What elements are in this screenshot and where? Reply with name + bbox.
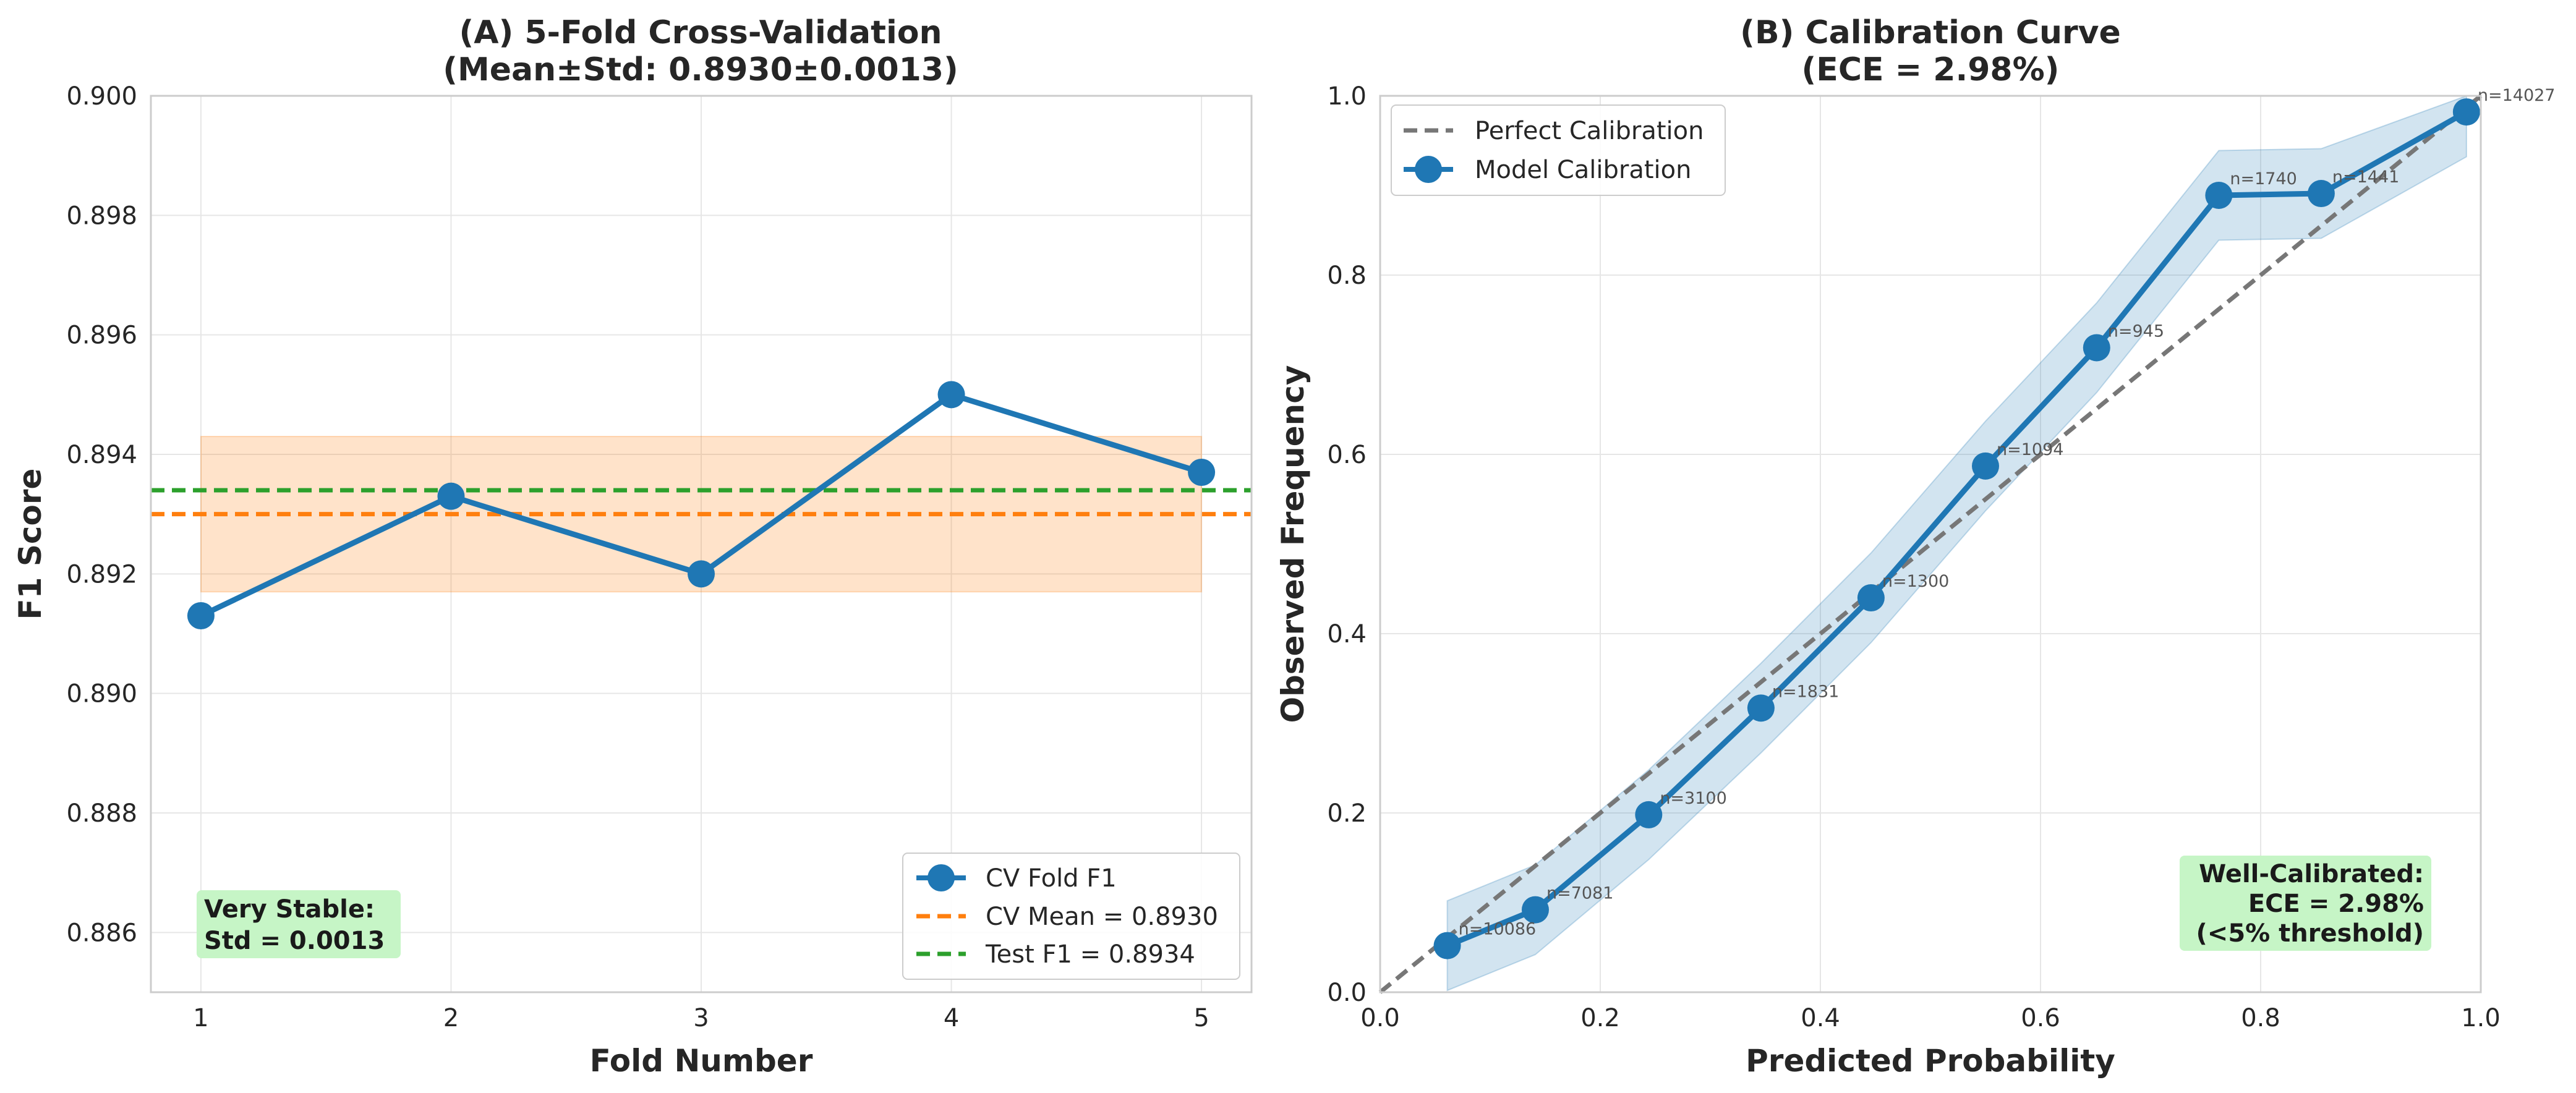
panel-b-frame bbox=[1379, 95, 2482, 993]
b-x-tick-label-1: 0.2 bbox=[1580, 1004, 1620, 1032]
cv-fold-point-2 bbox=[437, 482, 465, 510]
panel-b-note-line3: (<5% threshold) bbox=[2196, 919, 2424, 948]
panel-a-note-line1: Very Stable: bbox=[204, 895, 375, 924]
model-calibration-line bbox=[1446, 109, 2468, 948]
b-x-tick-label-2: 0.4 bbox=[1801, 1004, 1840, 1032]
panel-a-series bbox=[187, 381, 1216, 629]
panel-a-title-line2: (Mean±Std: 0.8930±0.0013) bbox=[443, 51, 958, 88]
a-x-tick-label-4: 5 bbox=[1193, 1004, 1209, 1032]
panel-b: (B) Calibration Curve (ECE = 2.98%) n=10… bbox=[1275, 14, 2556, 1079]
panel-a-x-ticks: 1 2 3 4 5 bbox=[193, 1004, 1209, 1032]
panel-a-x-label: Fold Number bbox=[590, 1043, 813, 1079]
legend-cv-fold-marker bbox=[928, 864, 955, 891]
legend-test-f1-label: Test F1 = 0.8934 bbox=[985, 940, 1195, 969]
panel-b-note-line2: ECE = 2.98% bbox=[2248, 890, 2424, 918]
panel-a-note-line2: Std = 0.0013 bbox=[204, 927, 385, 955]
model-calibration-point-2 bbox=[1521, 896, 1549, 924]
b-x-tick-label-5: 1.0 bbox=[2461, 1004, 2501, 1032]
a-y-tick-label-7: 0.900 bbox=[66, 82, 137, 111]
panel-b-legend-box bbox=[1391, 104, 1726, 196]
panel-a-reference-lines bbox=[151, 488, 1252, 517]
panel-b-x-label: Predicted Probability bbox=[1746, 1043, 2115, 1079]
model-calibration-point-10 bbox=[2452, 98, 2480, 126]
panel-b-y-label: Observed Frequency bbox=[1275, 365, 1311, 723]
panel-a-note-box bbox=[197, 890, 401, 958]
panel-b-legend: Perfect Calibration Model Calibration bbox=[1391, 104, 1726, 196]
panel-b-title-line1: (B) Calibration Curve bbox=[1740, 14, 2121, 51]
cv-fold-point-3 bbox=[688, 560, 715, 588]
panel-a: (A) 5-Fold Cross-Validation (Mean±Std: 0… bbox=[12, 14, 1253, 1079]
b-y-tick-label-0: 0.0 bbox=[1327, 979, 1367, 1007]
cv-fold-point-1 bbox=[187, 602, 215, 629]
perfect-calibration-line bbox=[1378, 94, 2483, 994]
legend-model-calibration-label: Model Calibration bbox=[1475, 156, 1691, 184]
b-x-tick-label-0: 0.0 bbox=[1360, 1004, 1400, 1032]
model-calibration-point-6 bbox=[1972, 452, 1999, 480]
bin-count-label-8: n=1740 bbox=[2230, 169, 2297, 189]
model-calibration-point-4 bbox=[1747, 694, 1775, 722]
panel-a-legend: CV Fold F1 CV Mean = 0.8930 Test F1 = 0.… bbox=[902, 853, 1240, 980]
a-y-tick-label-3: 0.892 bbox=[66, 560, 137, 589]
panel-b-note-line1: Well-Calibrated: bbox=[2199, 860, 2424, 888]
model-calibration-point-8 bbox=[2205, 181, 2233, 209]
a-x-tick-label-1: 2 bbox=[443, 1004, 459, 1032]
bin-count-label-10: n=14027 bbox=[2478, 86, 2556, 105]
panel-a-title-line1: (A) 5-Fold Cross-Validation bbox=[459, 14, 942, 51]
bin-count-label-4: n=1831 bbox=[1772, 682, 1839, 701]
b-y-tick-label-5: 1.0 bbox=[1327, 82, 1367, 111]
a-y-tick-label-1: 0.888 bbox=[66, 799, 137, 828]
a-x-tick-label-2: 3 bbox=[693, 1004, 709, 1032]
legend-cv-fold-label: CV Fold F1 bbox=[986, 864, 1117, 893]
bin-count-label-9: n=1441 bbox=[2332, 168, 2399, 187]
bin-count-label-7: n=945 bbox=[2108, 321, 2164, 341]
model-calibration-point-3 bbox=[1635, 801, 1663, 828]
b-x-tick-label-3: 0.6 bbox=[2021, 1004, 2060, 1032]
model-calibration-point-1 bbox=[1433, 932, 1461, 959]
panel-a-frame bbox=[150, 95, 1253, 993]
bin-count-label-6: n=1094 bbox=[1997, 440, 2063, 459]
b-y-tick-label-4: 0.8 bbox=[1327, 262, 1367, 290]
b-y-tick-label-3: 0.6 bbox=[1327, 441, 1367, 469]
a-x-tick-label-3: 4 bbox=[944, 1004, 959, 1032]
a-y-tick-label-6: 0.898 bbox=[66, 202, 137, 230]
a-y-tick-label-4: 0.894 bbox=[66, 441, 137, 469]
cv-fold-point-5 bbox=[1188, 459, 1216, 486]
panel-b-bin-count-labels: n=10086 n=7081 n=3100 n=1831 n=1300 n=1094 n=9… bbox=[1459, 86, 2556, 939]
legend-perfect-calibration-label: Perfect Calibration bbox=[1475, 117, 1704, 145]
panel-a-y-ticks: 0.886 0.888 0.890 0.892 0.894 0.896 0.898 0.900 bbox=[66, 82, 137, 947]
model-calibration-point-7 bbox=[2083, 334, 2110, 362]
a-y-tick-label-5: 0.896 bbox=[66, 321, 137, 350]
panel-a-legend-box bbox=[902, 853, 1240, 980]
bin-count-label-1: n=10086 bbox=[1459, 920, 1537, 939]
a-y-tick-label-0: 0.886 bbox=[66, 919, 137, 947]
model-calibration-point-5 bbox=[1857, 584, 1885, 611]
panel-a-stability-note: Very Stable: Std = 0.0013 bbox=[197, 890, 401, 958]
a-y-tick-label-2: 0.890 bbox=[66, 680, 137, 708]
legend-cv-mean-label: CV Mean = 0.8930 bbox=[986, 903, 1218, 931]
bin-count-label-3: n=3100 bbox=[1660, 789, 1726, 808]
legend-model-calibration-marker bbox=[1415, 156, 1442, 183]
b-y-tick-label-2: 0.4 bbox=[1327, 620, 1367, 649]
panel-b-series bbox=[1378, 94, 2483, 994]
panel-b-title-line2: (ECE = 2.98%) bbox=[1802, 51, 2060, 88]
model-calibration-point-9 bbox=[2307, 180, 2335, 208]
b-x-tick-label-4: 0.8 bbox=[2241, 1004, 2280, 1032]
b-y-tick-label-1: 0.2 bbox=[1327, 799, 1367, 828]
panel-b-y-ticks: 0.0 0.2 0.4 0.6 0.8 1.0 bbox=[1327, 82, 1367, 1007]
bin-count-label-5: n=1300 bbox=[1882, 572, 1949, 591]
panel-b-x-ticks: 0.0 0.2 0.4 0.6 0.8 1.0 bbox=[1360, 1004, 2501, 1032]
cv-fold-point-4 bbox=[937, 381, 965, 409]
a-x-tick-label-0: 1 bbox=[193, 1004, 208, 1032]
bin-count-label-2: n=7081 bbox=[1546, 884, 1613, 903]
panel-b-note-box bbox=[2180, 856, 2431, 951]
panel-a-y-label: F1 Score bbox=[12, 469, 48, 620]
panel-b-calibration-note: Well-Calibrated: ECE = 2.98% (<5% thresh… bbox=[2180, 856, 2431, 951]
